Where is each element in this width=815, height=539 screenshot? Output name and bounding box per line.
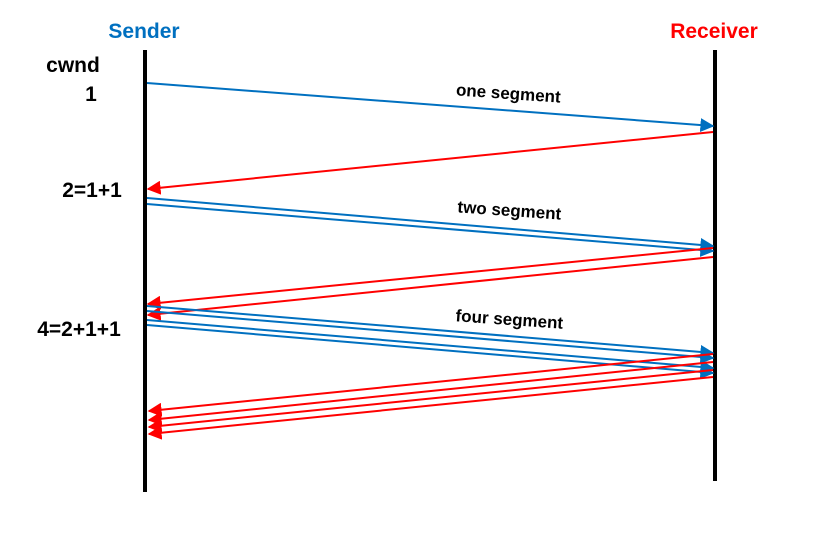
data-segment-arrow [146,305,715,359]
data-segment-arrow [146,310,715,364]
sender-label: Sender [108,20,179,43]
data-segment-arrow [146,319,715,374]
ack-arrow [146,256,714,321]
ack-arrow [147,353,714,417]
data-segment-arrow [146,324,715,379]
round-label: one segment [455,80,561,106]
receiver-label: Receiver [670,20,758,43]
ack-arrow [146,131,714,195]
cwnd-value: 4=2+1+1 [37,318,121,341]
data-segment-arrow [146,197,715,252]
cwnd-heading: cwnd [46,54,100,77]
ack-arrow [147,369,714,433]
ack-arrow [147,376,714,440]
ack-arrow [147,361,714,426]
cwnd-value: 2=1+1 [62,179,122,202]
data-segment-arrow [146,203,715,257]
ack-arrow [146,247,714,310]
data-segment-arrow [146,82,715,133]
cwnd-value: 1 [85,83,97,106]
round-label: two segment [457,197,562,223]
round-label: four segment [455,306,564,332]
